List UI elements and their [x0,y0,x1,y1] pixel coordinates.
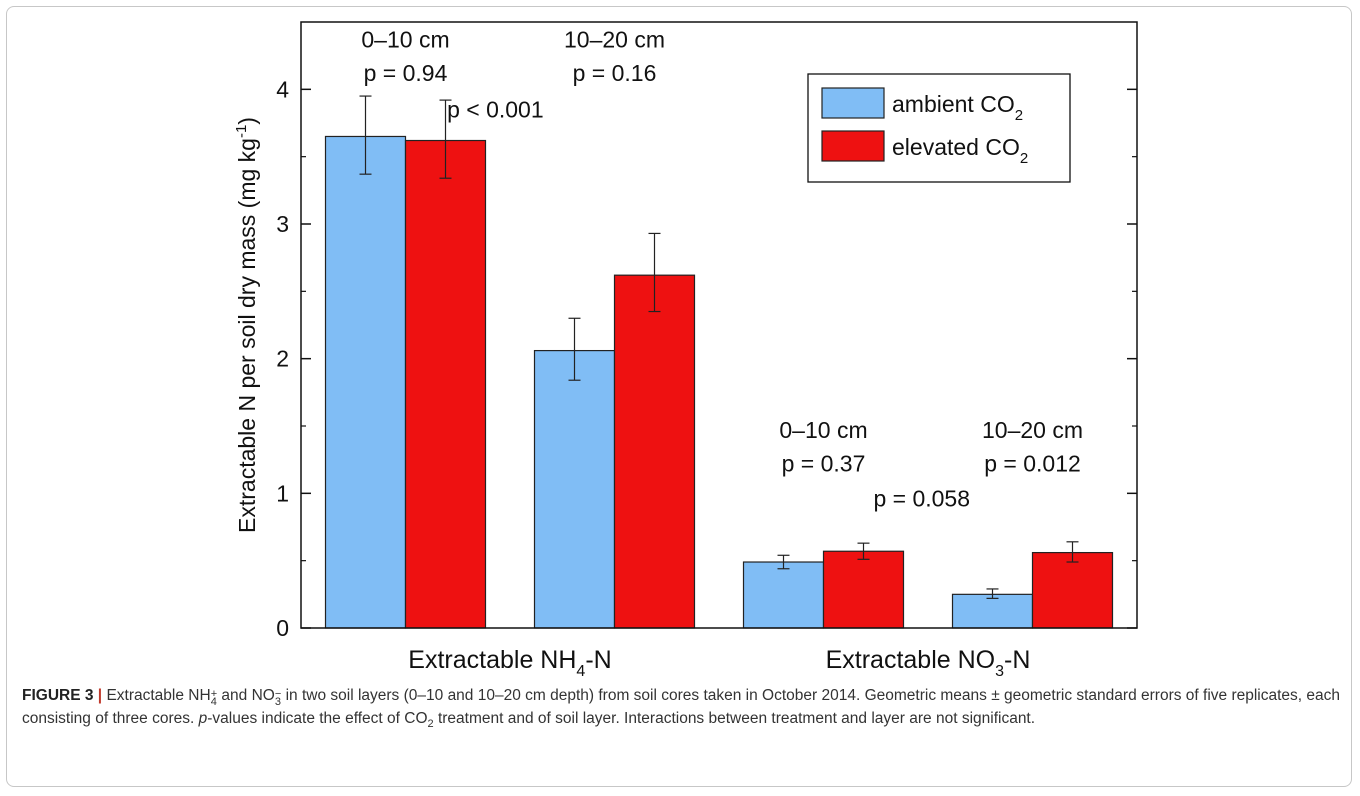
caption-separator: | [97,687,103,704]
caption-italic-p: p [198,710,208,727]
annotation-0: 0–10 cm [361,27,449,53]
x-category-label-0: Extractable NH4-N [408,646,611,680]
caption-text-3: in two soil layers (0–10 and 10–20 cm de… [22,687,1341,727]
figure-caption: FIGURE 3 | Extractable NH +4 and NO −3 in … [22,684,1340,736]
legend-label-ambient: ambient CO2 [892,91,1023,124]
bars-layer [324,95,1114,629]
annotation-9: p = 0.058 [873,486,970,512]
y-axis-label: Extractable N per soil dry mass (mg kg-1… [233,117,260,533]
axis-layer: 0 1 2 3 4 Extractable N per soil dry mass (mg… [233,76,1137,680]
y-tick-label: 3 [276,211,289,237]
caption-sup-2: − [274,688,282,700]
annotation-4: p < 0.001 [447,97,544,123]
y-tick-label: 2 [276,346,289,372]
annotation-layer: 0–10 cm p = 0.94 10–20 cm p = 0.16 p < 0.001… [361,27,1083,512]
x-category-label-1: Extractable NO3-N [826,646,1031,680]
caption-sup-1: + [210,688,218,700]
bar-elevated-1 [613,274,696,629]
bar-elevated-2 [822,550,905,629]
bar-ambient-3 [951,593,1034,629]
caption-text-2: and NO [217,687,275,704]
y-tick-label: 1 [276,480,289,506]
caption-sub-3: 2 [427,718,434,731]
bar-elevated-0 [404,139,487,629]
bar-ambient-2 [742,561,825,629]
bar-ambient-0 [324,135,407,629]
legend-swatch-elevated [821,130,885,162]
legend-swatch-ambient [821,87,885,119]
caption-text-4: -values indicate the effect of CO [207,710,428,727]
legend: ambient CO2 elevated CO2 [807,73,1071,183]
annotation-5: 0–10 cm [779,417,867,443]
annotation-6: p = 0.37 [782,451,866,477]
caption-sub-2: 3 [274,696,281,708]
y-tick-label: 4 [276,76,289,102]
annotation-7: 10–20 cm [982,417,1083,443]
bar-elevated-3 [1031,551,1114,629]
figure-label: FIGURE 3 [22,687,94,704]
bar-chart: 0 1 2 3 4 Extractable N per soil dry mass (mg… [233,21,1138,680]
caption-text-5: treatment and of soil layer. Interaction… [433,710,1036,727]
caption-text-1: Extractable NH [106,687,211,704]
annotation-8: p = 0.012 [984,451,1081,477]
caption-sub-1: 4 [210,696,217,708]
bar-ambient-1 [533,349,616,629]
annotation-1: p = 0.94 [364,60,448,86]
annotation-3: p = 0.16 [573,60,657,86]
y-tick-label: 0 [276,615,289,641]
legend-label-elevated: elevated CO2 [892,134,1028,167]
plot-frame [300,21,1138,629]
annotation-2: 10–20 cm [564,27,665,53]
